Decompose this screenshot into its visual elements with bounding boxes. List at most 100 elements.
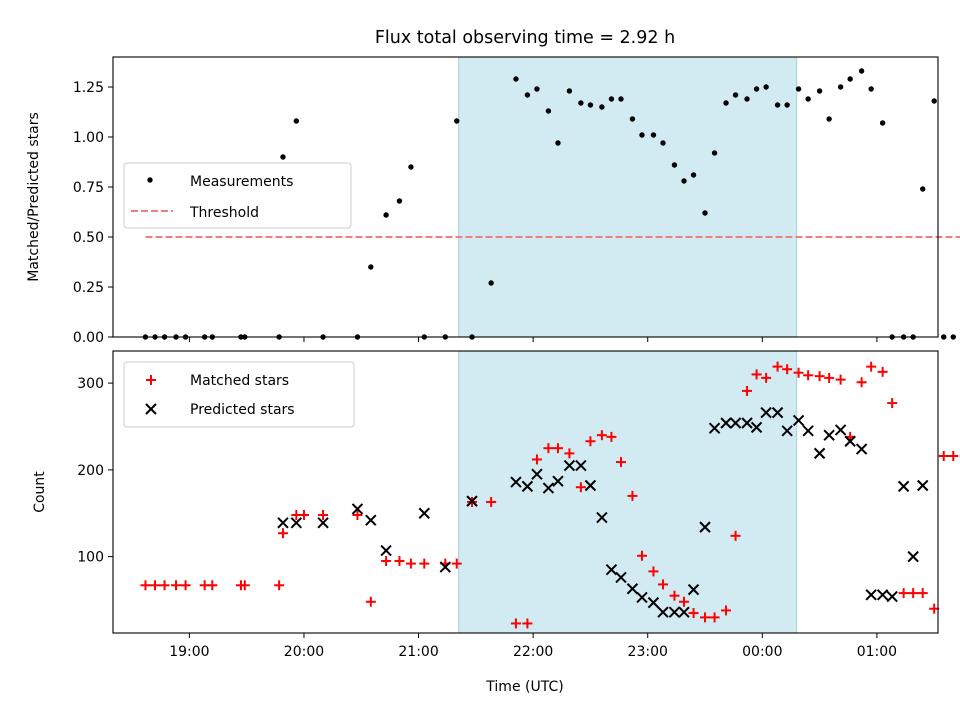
matched-stars-point <box>394 555 405 566</box>
predicted-stars-point <box>466 495 478 507</box>
measurement-point <box>534 86 540 92</box>
matched-stars-point <box>405 558 416 569</box>
measurement-point <box>671 162 678 168</box>
predicted-stars-point <box>771 406 784 419</box>
predicted-stars-point <box>834 424 847 436</box>
matched-stars-point <box>180 580 191 591</box>
predicted-stars-point <box>584 479 597 492</box>
matched-stars-point <box>585 436 596 447</box>
predicted-stars-point <box>708 422 721 434</box>
matched-stars-point <box>688 608 699 619</box>
matched-stars-point <box>730 530 741 541</box>
measurement-point <box>578 100 584 106</box>
measurement-point <box>795 86 802 92</box>
predicted-stars-point <box>531 468 543 480</box>
measurement-point <box>618 96 624 102</box>
predicted-stars-point <box>917 479 929 492</box>
measurement-point <box>293 118 300 124</box>
measurement-point <box>650 132 657 138</box>
y-axis-label-bottom: Count <box>32 471 48 513</box>
measurement-point <box>690 172 697 178</box>
measurement-point <box>879 120 886 126</box>
measurement-point <box>805 96 811 102</box>
predicted-stars-point <box>865 589 877 601</box>
matched-stars-point <box>761 372 772 383</box>
matched-stars-point <box>721 605 732 616</box>
predicted-stars-point <box>781 425 793 437</box>
matched-stars-point <box>522 618 533 629</box>
matched-stars-point <box>510 618 521 629</box>
x-tick-label: 22:00 <box>513 644 553 660</box>
y-tick-label: 0.75 <box>73 180 104 196</box>
predicted-stars-point <box>563 459 576 472</box>
measurement-point <box>774 102 781 108</box>
matched-stars-point <box>606 431 617 442</box>
measurement-point <box>608 96 615 102</box>
predicted-stars-point <box>510 476 522 488</box>
matched-stars-point <box>207 580 218 591</box>
y-tick-label: 1.25 <box>73 80 104 96</box>
matched-stars-point <box>856 377 867 388</box>
matched-stars-point <box>531 454 542 465</box>
predicted-stars-point <box>668 606 681 618</box>
measurement-point <box>868 86 874 92</box>
x-axis-top-ticks <box>188 337 878 342</box>
y-tick-label: 0.50 <box>73 230 104 246</box>
y-axis-label-top: Matched/Predicted stars <box>26 112 42 282</box>
x-tick-label: 21:00 <box>398 644 438 660</box>
matched-stars-point <box>648 566 659 577</box>
matched-stars-point <box>552 443 563 454</box>
predicted-stars-point <box>626 583 639 595</box>
predicted-stars-point <box>687 583 700 596</box>
predicted-stars-point <box>351 503 364 515</box>
matched-stars-point <box>277 528 288 539</box>
legend-matched-marker <box>146 375 156 385</box>
measurement-point <box>920 186 926 192</box>
measurement-point <box>566 88 573 94</box>
predicted-stars-point <box>855 443 868 455</box>
matched-stars-point <box>709 612 720 623</box>
measurement-point <box>408 164 414 170</box>
measurement-point <box>711 150 718 156</box>
matched-stars-point <box>298 509 309 520</box>
measurement-point <box>587 102 594 108</box>
predicted-stars-point <box>605 563 618 576</box>
x-tick-label: 20:00 <box>284 644 324 660</box>
matched-stars-point <box>352 509 363 520</box>
measurement-point <box>763 84 769 90</box>
predicted-stars-point <box>552 475 564 487</box>
matched-stars-point <box>159 580 170 591</box>
x-tick-label: 23:00 <box>628 644 668 660</box>
measurement-point <box>629 116 636 122</box>
matched-stars-point <box>575 482 586 493</box>
legend-top: Measurements Threshold <box>123 162 352 229</box>
matched-stars-point <box>793 367 804 378</box>
chart-title: Flux total observing time = 2.92 h <box>375 28 675 48</box>
top-panel: 0.00 0.25 0.50 0.75 1.00 1.25 Flux total obse… <box>26 28 960 346</box>
y-tick-label: 100 <box>77 550 104 566</box>
measurement-point <box>488 280 494 286</box>
measurement-point <box>702 210 708 216</box>
legend-measurements-label: Measurements <box>190 174 293 190</box>
predicted-stars-point <box>741 417 753 429</box>
measurement-point <box>837 84 844 90</box>
predicted-stars-point <box>615 571 627 584</box>
predicted-stars-point <box>418 507 430 519</box>
legend-bottom: Matched stars Predicted stars <box>123 361 355 428</box>
predicted-stars-point <box>802 425 814 437</box>
measurement-point <box>555 140 561 146</box>
predicted-stars-point <box>542 482 555 494</box>
matched-stars-point <box>365 596 376 607</box>
predicted-stars-point <box>277 517 289 529</box>
matched-stars-point <box>543 443 554 454</box>
matched-stars-point <box>596 430 607 441</box>
matched-stars-point <box>140 580 151 591</box>
predicted-stars-point <box>907 550 919 563</box>
measurement-point <box>753 86 760 92</box>
observing-span-top <box>458 57 797 337</box>
matched-stars-point <box>564 448 575 459</box>
matched-stars-point <box>274 580 285 591</box>
matched-stars-point <box>658 579 668 590</box>
predicted-stars-point <box>290 517 303 529</box>
legend-measurements-marker <box>147 177 153 183</box>
